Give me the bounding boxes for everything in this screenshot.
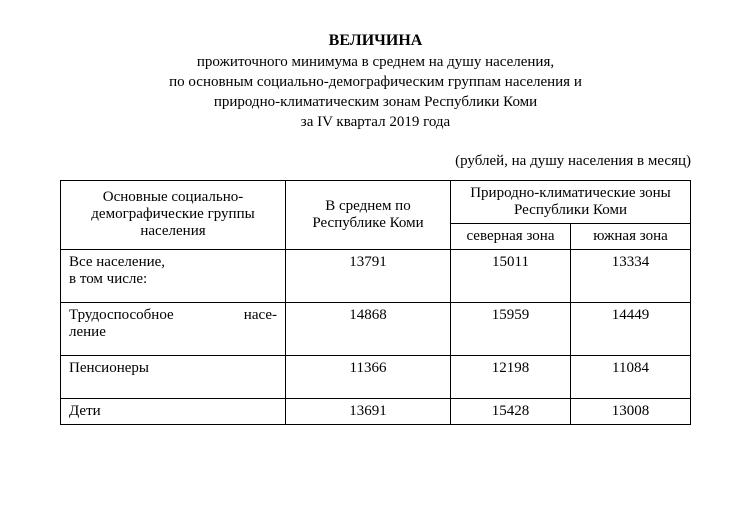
row-label: Пенсионеры (61, 355, 286, 398)
title-main: ВЕЛИЧИНА (60, 30, 691, 52)
row-avg: 13691 (286, 398, 451, 424)
row-south: 14449 (570, 302, 690, 355)
header-group: Основные социально-демографические групп… (61, 180, 286, 249)
table-row: Дети 13691 15428 13008 (61, 398, 691, 424)
table-row: Пенсионеры 11366 12198 11084 (61, 355, 691, 398)
title-line-3: природно-климатическим зонам Республики … (60, 92, 691, 112)
row-south: 13008 (570, 398, 690, 424)
title-line-1: прожиточного минимума в среднем на душу … (60, 52, 691, 72)
row-avg: 14868 (286, 302, 451, 355)
row-north: 15011 (450, 249, 570, 302)
title-block: ВЕЛИЧИНА прожиточного минимума в среднем… (60, 30, 691, 133)
header-zones-top: Природно-климатические зоны Республики К… (450, 180, 690, 223)
data-table: Основные социально-демографические групп… (60, 180, 691, 425)
header-north: северная зона (450, 223, 570, 249)
header-south: южная зона (570, 223, 690, 249)
header-avg: В среднем по Республике Коми (286, 180, 451, 249)
row-north: 12198 (450, 355, 570, 398)
table-row: Все население,в том числе: 13791 15011 1… (61, 249, 691, 302)
title-line-4: за IV квартал 2019 года (60, 112, 691, 132)
row-south: 13334 (570, 249, 690, 302)
row-label: Все население,в том числе: (61, 249, 286, 302)
row-south: 11084 (570, 355, 690, 398)
row-north: 15428 (450, 398, 570, 424)
unit-note: (рублей, на душу населения в месяц) (60, 153, 691, 170)
row-avg: 13791 (286, 249, 451, 302)
row-label: Трудоспособное насе-ление (61, 302, 286, 355)
table-body: Все население,в том числе: 13791 15011 1… (61, 249, 691, 424)
row-label: Дети (61, 398, 286, 424)
row-avg: 11366 (286, 355, 451, 398)
title-line-2: по основным социально-демографическим гр… (60, 72, 691, 92)
table-row: Трудоспособное насе-ление 14868 15959 14… (61, 302, 691, 355)
row-north: 15959 (450, 302, 570, 355)
